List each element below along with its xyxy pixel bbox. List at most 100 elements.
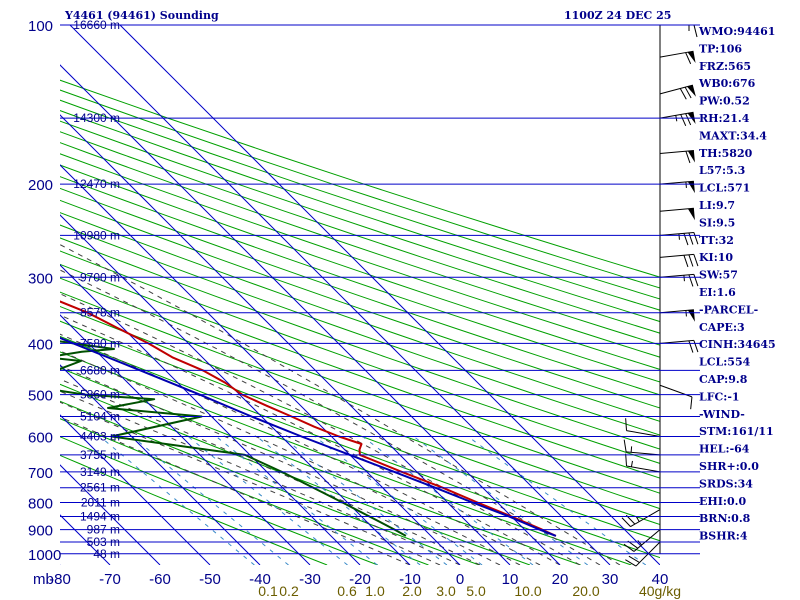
wind-barb <box>659 150 695 164</box>
mixing-ratio-line <box>362 436 534 565</box>
dry-adiabat-line <box>60 89 660 289</box>
wind-barb-half-flag <box>635 516 640 522</box>
sounding-index-label: MAXT:34.4 <box>699 129 767 142</box>
wind-barb-half-flag <box>685 181 687 188</box>
sounding-index-label: EI:1.6 <box>699 286 736 299</box>
dry-adiabat-line <box>60 99 660 300</box>
wind-barb-pennant <box>687 51 696 64</box>
moist-adiabat-line <box>60 333 541 565</box>
wind-barb-half-flag <box>683 275 685 282</box>
dry-adiabat-line <box>60 263 660 479</box>
height-label: 9700 m <box>80 270 120 284</box>
sounding-index-label: SI:9.5 <box>699 216 735 229</box>
temperature-tick-label: -30 <box>299 571 321 588</box>
sounding-index-label: SRDS:34 <box>699 477 753 490</box>
sounding-index-label: -PARCEL- <box>699 303 758 316</box>
wind-barb-pennant <box>687 208 695 221</box>
pressure-tick-label: 100 <box>28 18 53 35</box>
height-label: 7580 m <box>80 336 120 350</box>
wind-barb-flag <box>683 255 689 268</box>
height-label: 48 m <box>93 547 120 561</box>
moist-adiabat-line <box>60 269 601 565</box>
height-label: 3149 m <box>80 465 120 479</box>
mixing-ratio-line <box>314 436 483 565</box>
sounding-index-label: BSHR:4 <box>699 530 748 543</box>
isotherm-line <box>60 114 511 565</box>
chart-title-left: Y4461 (94461) Sounding <box>64 9 219 22</box>
chart-title-right: 1100Z 24 DEC 25 <box>564 9 671 22</box>
dry-adiabat-line <box>60 237 660 450</box>
pressure-tick-label: 1000 <box>28 547 61 564</box>
pressure-tick-label: 600 <box>28 429 53 446</box>
isotherm-line <box>69 25 611 565</box>
sounding-index-label: PW:0.52 <box>699 95 750 108</box>
wind-barb-shaft <box>659 253 694 258</box>
dry-adiabat-line <box>60 250 660 464</box>
mixing-ratio-label: 0.6 <box>337 583 357 599</box>
temperature-tick-label: 20 <box>552 571 569 588</box>
dry-adiabat-line <box>60 383 531 565</box>
height-label: 5104 m <box>80 410 120 424</box>
wind-barb <box>659 84 696 100</box>
wind-barb-flag <box>693 232 699 245</box>
wind-barb-flag <box>693 340 699 353</box>
x-axis-label: mb <box>33 571 54 588</box>
wind-barb-pennant <box>687 150 695 163</box>
isotherm-line <box>60 214 411 565</box>
sounding-index-label: HEL:-64 <box>699 443 750 456</box>
wind-barb-flag <box>628 555 640 563</box>
temperature-tick-label: -20 <box>349 571 371 588</box>
wind-barb-flag <box>684 86 692 99</box>
wind-barb-flag <box>685 151 691 164</box>
sounding-index-label: LI:9.7 <box>699 199 735 212</box>
height-label: 2011 m <box>81 496 120 510</box>
temperature-tick-label: 10 <box>502 571 519 588</box>
height-label: 6680 m <box>80 363 120 377</box>
wind-barb <box>621 509 661 528</box>
temperature-tick-label: 40 <box>652 571 669 588</box>
height-label: 5860 m <box>80 388 120 402</box>
wind-barb-shaft <box>659 111 694 119</box>
wind-barb-flag <box>623 543 635 552</box>
temperature-tick-label: -60 <box>149 571 171 588</box>
height-label: 12470 m <box>73 177 120 191</box>
height-label: 2561 m <box>80 481 120 495</box>
sounding-index-label: LCL:571 <box>699 182 750 195</box>
isotherm-line <box>60 364 261 565</box>
temperature-tick-label: -40 <box>249 571 271 588</box>
height-label: 10980 m <box>73 228 120 242</box>
wind-barb-flag <box>680 114 687 126</box>
moist-adiabat-line <box>60 401 441 565</box>
wind-barb-flag <box>688 254 694 267</box>
moist-adiabat-line <box>60 293 581 565</box>
temperature-tick-label: -80 <box>49 571 71 588</box>
sounding-index-label: L57:5.3 <box>699 164 745 177</box>
dry-adiabat-line <box>60 142 660 346</box>
dry-adiabat-line <box>60 164 660 370</box>
wind-barb-shaft <box>659 50 694 58</box>
mixing-ratio-line <box>281 436 448 565</box>
sounding-index-label: -WIND- <box>699 408 745 421</box>
dry-adiabat-line <box>60 176 660 383</box>
wind-barb-flag <box>688 232 694 245</box>
sounding-index-label: CAP:9.8 <box>699 373 748 386</box>
mixing-ratio-label: 0.2 <box>279 583 299 599</box>
wind-barb-half-flag <box>630 446 633 453</box>
isotherm-line <box>119 25 660 565</box>
height-label: 987 m <box>87 523 120 537</box>
pressure-tick-label: 400 <box>28 336 53 353</box>
dry-adiabat-line <box>60 199 660 409</box>
isotherm-line <box>60 64 561 565</box>
wind-barb-flag <box>625 453 628 467</box>
mixing-ratio-line <box>467 436 647 565</box>
wind-barb-layer <box>621 24 699 567</box>
height-label: 8578 m <box>80 306 120 320</box>
dry-adiabat-line <box>60 351 632 565</box>
wind-barb-flag <box>685 52 692 65</box>
dry-adiabat-line <box>60 224 660 436</box>
sounding-index-label: KI:10 <box>699 251 733 264</box>
sounding-index-label: STM:161/11 <box>699 425 774 438</box>
wind-barb <box>659 207 695 221</box>
mixing-ratio-label: 40g/kg <box>639 583 681 599</box>
